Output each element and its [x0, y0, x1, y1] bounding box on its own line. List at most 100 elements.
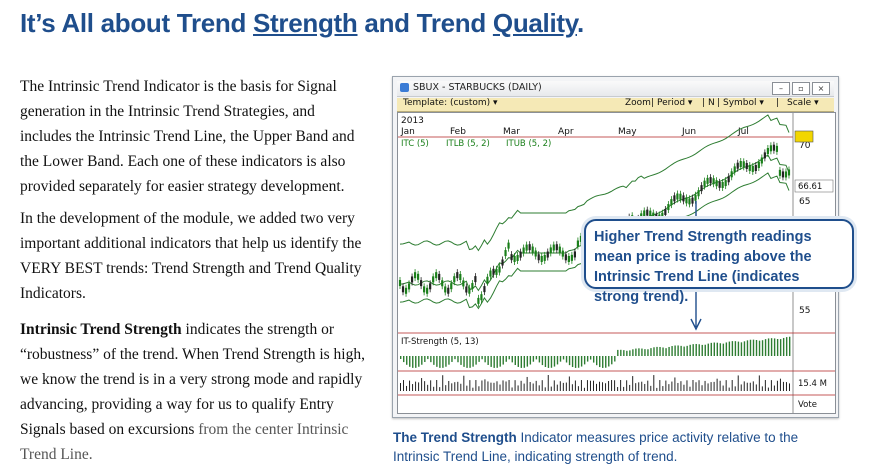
- volume-bar: [433, 386, 435, 391]
- volume-bar: [728, 387, 730, 391]
- strength-bar: [698, 344, 700, 356]
- candle-body: [423, 286, 426, 293]
- strength-bar: [605, 356, 607, 368]
- strength-bar: [713, 342, 715, 356]
- strength-bar: [469, 356, 471, 368]
- candle-body: [673, 195, 676, 202]
- strength-bar: [602, 356, 604, 368]
- volume-bar: [427, 384, 429, 391]
- strength-bar: [553, 356, 556, 367]
- scale-dropdown[interactable]: Scale ▾: [787, 98, 819, 108]
- volume-bar: [523, 383, 525, 391]
- strength-bar: [493, 356, 495, 368]
- maximize-button[interactable]: ▫: [792, 82, 810, 95]
- n-button[interactable]: N: [708, 98, 715, 108]
- strength-bar: [538, 356, 541, 363]
- candle-body: [549, 247, 552, 254]
- volume-bar: [580, 380, 582, 391]
- candle-body: [712, 178, 715, 185]
- volume-bar: [460, 383, 462, 391]
- candle-body: [772, 144, 776, 151]
- symbol-dropdown[interactable]: Symbol ▾: [723, 98, 764, 108]
- candle-body: [778, 169, 782, 176]
- strength-bar: [689, 344, 691, 356]
- volume-bar: [550, 386, 552, 391]
- volume-bar: [403, 380, 405, 391]
- toolbar-sep: |: [651, 98, 655, 108]
- title-period: .: [577, 8, 584, 38]
- candle-body: [679, 193, 682, 200]
- volume-bar: [644, 383, 646, 391]
- volume-bar: [680, 381, 682, 391]
- volume-bar: [541, 380, 543, 391]
- volume-bar: [683, 384, 685, 391]
- candle-body: [784, 171, 788, 178]
- candle-body: [579, 235, 583, 242]
- volume-bar: [746, 382, 748, 391]
- candle-body: [561, 250, 564, 257]
- volume-bar: [764, 380, 766, 391]
- candle-body: [504, 250, 507, 257]
- volume-bar: [635, 383, 637, 391]
- zoom-button[interactable]: Zoom: [625, 98, 651, 108]
- volume-bar: [565, 382, 567, 391]
- strength-bar: [719, 343, 722, 356]
- toolbar-sep: |: [702, 98, 706, 108]
- volume-bar: [505, 381, 507, 391]
- volume-bar: [583, 387, 585, 391]
- month-labels: Jan Feb Mar Apr May Jun Jul: [400, 127, 749, 137]
- strength-bar: [475, 356, 477, 365]
- volume-bar: [562, 382, 564, 391]
- strength-bar: [529, 356, 532, 365]
- volume-bar: [614, 380, 616, 391]
- strength-bar: [653, 347, 655, 356]
- volume-bar: [650, 385, 652, 391]
- template-dropdown[interactable]: Template: (custom) ▾: [403, 98, 498, 108]
- candle-body: [420, 280, 423, 287]
- candle-body: [781, 171, 785, 178]
- strength-bar: [671, 346, 673, 356]
- volume-bar: [725, 380, 727, 391]
- volume-bar: [668, 384, 670, 391]
- toolbar-sep: |: [776, 98, 780, 108]
- strength-bar: [556, 356, 559, 365]
- volume-bar: [436, 380, 438, 391]
- window-titlebar: SBUX - STARBUCKS (DAILY) – ▫ ×: [397, 81, 834, 97]
- strength-bar: [611, 356, 613, 365]
- candle-body: [664, 208, 667, 215]
- candle-body: [429, 283, 432, 290]
- close-button[interactable]: ×: [812, 82, 830, 95]
- strength-bar: [472, 356, 474, 367]
- strength-bar: [617, 349, 619, 356]
- volume-bar: [520, 380, 522, 391]
- volume-bar: [442, 375, 444, 391]
- volume-bar: [529, 382, 531, 391]
- candle-body: [676, 193, 679, 200]
- volume-bar: [517, 385, 519, 391]
- volume-bar: [641, 381, 643, 391]
- volume-bar: [689, 386, 691, 391]
- candle-body: [751, 165, 754, 172]
- candle-body: [646, 209, 649, 216]
- strength-bar: [755, 339, 758, 356]
- strength-bar: [466, 356, 468, 368]
- volume-bar: [722, 385, 724, 391]
- minimize-button[interactable]: –: [772, 82, 790, 95]
- candle-body: [736, 162, 739, 169]
- candle-body: [700, 185, 703, 192]
- strength-bar: [430, 356, 432, 363]
- strength-bar: [599, 356, 601, 368]
- volume-bar: [716, 378, 718, 391]
- candle-body: [546, 251, 549, 258]
- caption-text: Indicator measures price activity relati…: [393, 430, 799, 464]
- month-label-jun: Jun: [681, 127, 696, 137]
- period-dropdown[interactable]: Period ▾: [657, 98, 693, 108]
- candle-body: [501, 259, 504, 266]
- strength-bar: [403, 356, 405, 363]
- volume-bar: [647, 380, 649, 391]
- candle-body: [576, 240, 580, 247]
- strength-bar: [749, 339, 752, 356]
- candle-body: [721, 181, 724, 188]
- strength-bar: [571, 356, 574, 368]
- candle-body: [748, 164, 751, 171]
